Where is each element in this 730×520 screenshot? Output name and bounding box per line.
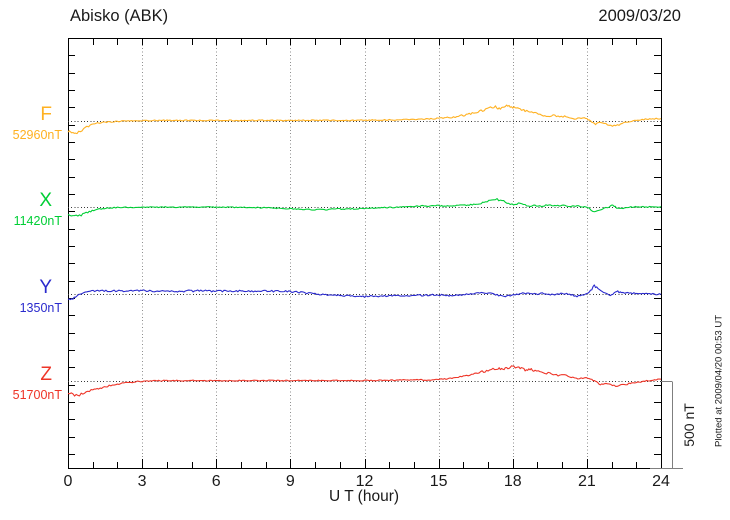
x-axis-label: U T (hour)	[328, 488, 400, 505]
x-tick-label-0: 0	[63, 473, 73, 490]
series-label-Y: Y 1350nT	[0, 278, 62, 315]
plot-date: 2009/03/20	[598, 7, 681, 25]
series-baseline-X: 11420nT	[13, 214, 62, 229]
trace-F	[67, 104, 662, 135]
x-tick-label-15: 15	[429, 473, 448, 490]
x-tick-label-3: 3	[137, 473, 147, 490]
x-tick-label-18: 18	[503, 473, 522, 490]
x-tick-label-9: 9	[285, 473, 295, 490]
series-label-F: F 52960nT	[0, 105, 62, 142]
trace-Z	[67, 365, 662, 397]
series-label-X: X 11420nT	[0, 191, 62, 228]
trace-Y	[67, 284, 662, 301]
series-baseline-F: 52960nT	[12, 127, 62, 142]
station-title: Abisko (ABK)	[70, 7, 169, 25]
series-letter-F: F	[40, 103, 52, 125]
series-letter-X: X	[39, 190, 52, 212]
series-label-Z: Z 51700nT	[0, 365, 62, 402]
x-tick-label-6: 6	[211, 473, 221, 490]
series-letter-Y: Y	[39, 276, 52, 298]
trace-X	[67, 197, 662, 217]
plot-timestamp-note: Plotted at 2009/04/20 00:53 UT	[713, 314, 725, 448]
series-baseline-Y: 1350nT	[19, 300, 62, 315]
x-tick-label-12: 12	[355, 473, 374, 490]
series-baseline-Z: 51700nT	[12, 387, 62, 402]
x-tick-label-21: 21	[577, 473, 596, 490]
x-tick-label-24: 24	[652, 473, 670, 490]
series-letter-Z: Z	[40, 363, 52, 385]
scale-bar-label: 500 nT	[681, 403, 697, 447]
